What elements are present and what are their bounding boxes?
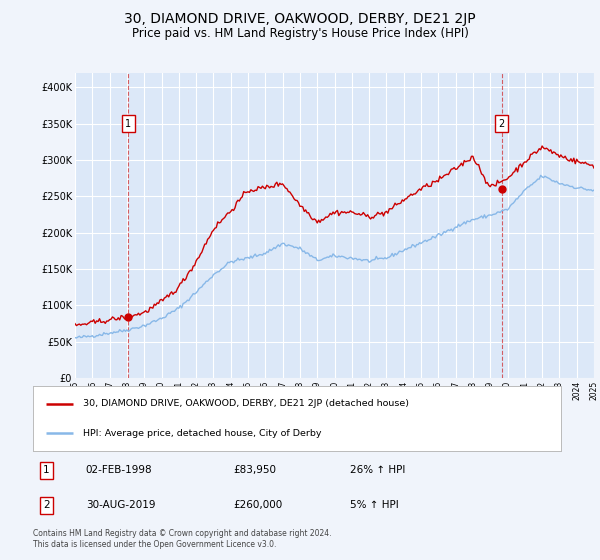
Text: 1: 1 (125, 119, 131, 129)
Text: HPI: Average price, detached house, City of Derby: HPI: Average price, detached house, City… (83, 429, 322, 438)
Text: £83,950: £83,950 (233, 465, 277, 475)
Text: 26% ↑ HPI: 26% ↑ HPI (350, 465, 405, 475)
Text: 1: 1 (43, 465, 50, 475)
Text: 02-FEB-1998: 02-FEB-1998 (86, 465, 152, 475)
Text: 5% ↑ HPI: 5% ↑ HPI (350, 501, 398, 510)
Text: 30, DIAMOND DRIVE, OAKWOOD, DERBY, DE21 2JP (detached house): 30, DIAMOND DRIVE, OAKWOOD, DERBY, DE21 … (83, 399, 409, 408)
Text: Price paid vs. HM Land Registry's House Price Index (HPI): Price paid vs. HM Land Registry's House … (131, 27, 469, 40)
Text: 2: 2 (499, 119, 505, 129)
Text: 30-AUG-2019: 30-AUG-2019 (86, 501, 155, 510)
Text: £260,000: £260,000 (233, 501, 283, 510)
Text: 30, DIAMOND DRIVE, OAKWOOD, DERBY, DE21 2JP: 30, DIAMOND DRIVE, OAKWOOD, DERBY, DE21 … (124, 12, 476, 26)
Text: 2: 2 (43, 501, 50, 510)
Text: Contains HM Land Registry data © Crown copyright and database right 2024.
This d: Contains HM Land Registry data © Crown c… (33, 529, 331, 549)
